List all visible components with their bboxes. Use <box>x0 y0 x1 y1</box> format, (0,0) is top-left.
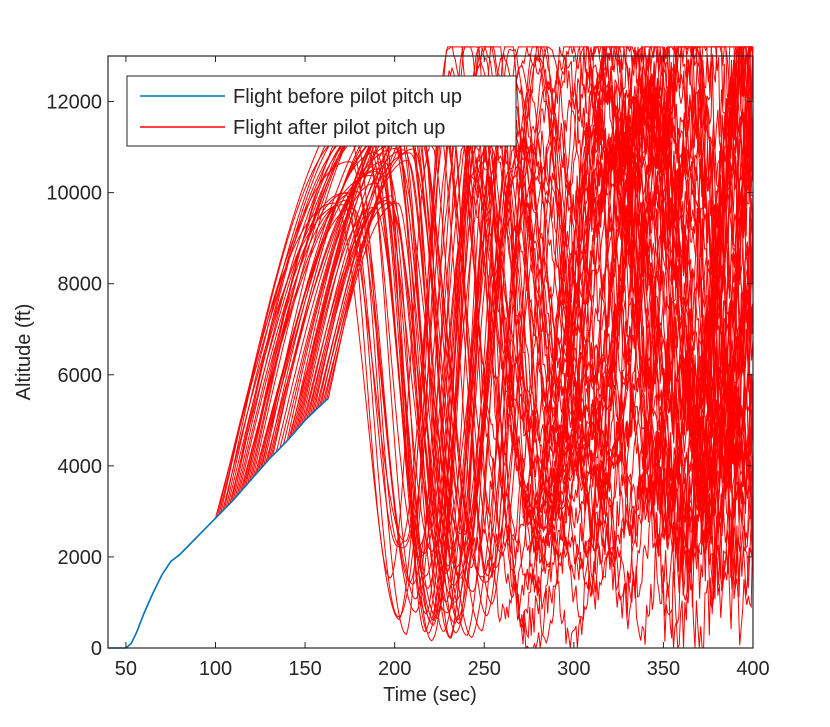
after-pitch-up-trajectory <box>256 70 754 632</box>
y-tick-label: 4000 <box>58 456 103 478</box>
legend-label-after: Flight after pilot pitch up <box>233 117 445 139</box>
x-tick-label: 400 <box>736 658 769 680</box>
after-pitch-up-trajectory <box>252 101 754 568</box>
before-pitch-up-line <box>108 397 329 649</box>
x-axis-ticks: 50 100 150 200 250 300 350 400 <box>115 56 770 680</box>
after-pitch-up-trajectory <box>263 46 754 613</box>
y-tick-label: 0 <box>91 638 102 660</box>
axes-box <box>107 55 754 649</box>
y-tick-label: 2000 <box>58 547 103 569</box>
x-tick-label: 350 <box>647 658 680 680</box>
y-axis-ticks: 0 2000 4000 6000 8000 10000 12000 <box>46 92 753 660</box>
after-pitch-up-trajectory <box>267 118 754 634</box>
x-tick-label: 300 <box>557 658 590 680</box>
y-axis-label: Altitude (ft) <box>13 304 35 401</box>
x-tick-label: 150 <box>288 658 321 680</box>
x-axis-label: Time (sec) <box>383 684 477 706</box>
after-pitch-up-trajectory <box>232 46 754 650</box>
after-pitch-up-trajectory <box>324 103 754 579</box>
after-pitch-up-trajectory <box>245 128 754 627</box>
after-pitch-up-trajectory <box>238 46 754 640</box>
legend: Flight before pilot pitch up Flight afte… <box>126 75 517 147</box>
legend-label-before: Flight before pilot pitch up <box>233 86 462 108</box>
after-pitch-up-trajectory <box>315 55 754 605</box>
after-pitch-up-trajectory <box>327 150 754 634</box>
after-pitch-up-trajectory <box>231 46 754 624</box>
x-tick-label: 100 <box>199 658 232 680</box>
after-pitch-up-trajectory <box>304 96 754 603</box>
chart-curves <box>108 44 754 650</box>
y-tick-label: 12000 <box>46 92 102 114</box>
x-tick-label: 50 <box>115 658 137 680</box>
y-tick-label: 8000 <box>58 274 103 296</box>
x-tick-label: 200 <box>378 658 411 680</box>
legend-box <box>126 75 517 147</box>
after-pitch-up-trajectory <box>297 109 754 639</box>
y-tick-label: 10000 <box>46 183 102 205</box>
after-pitch-up-trajectory <box>270 120 754 642</box>
y-tick-label: 6000 <box>58 365 103 387</box>
x-tick-label: 250 <box>468 658 501 680</box>
